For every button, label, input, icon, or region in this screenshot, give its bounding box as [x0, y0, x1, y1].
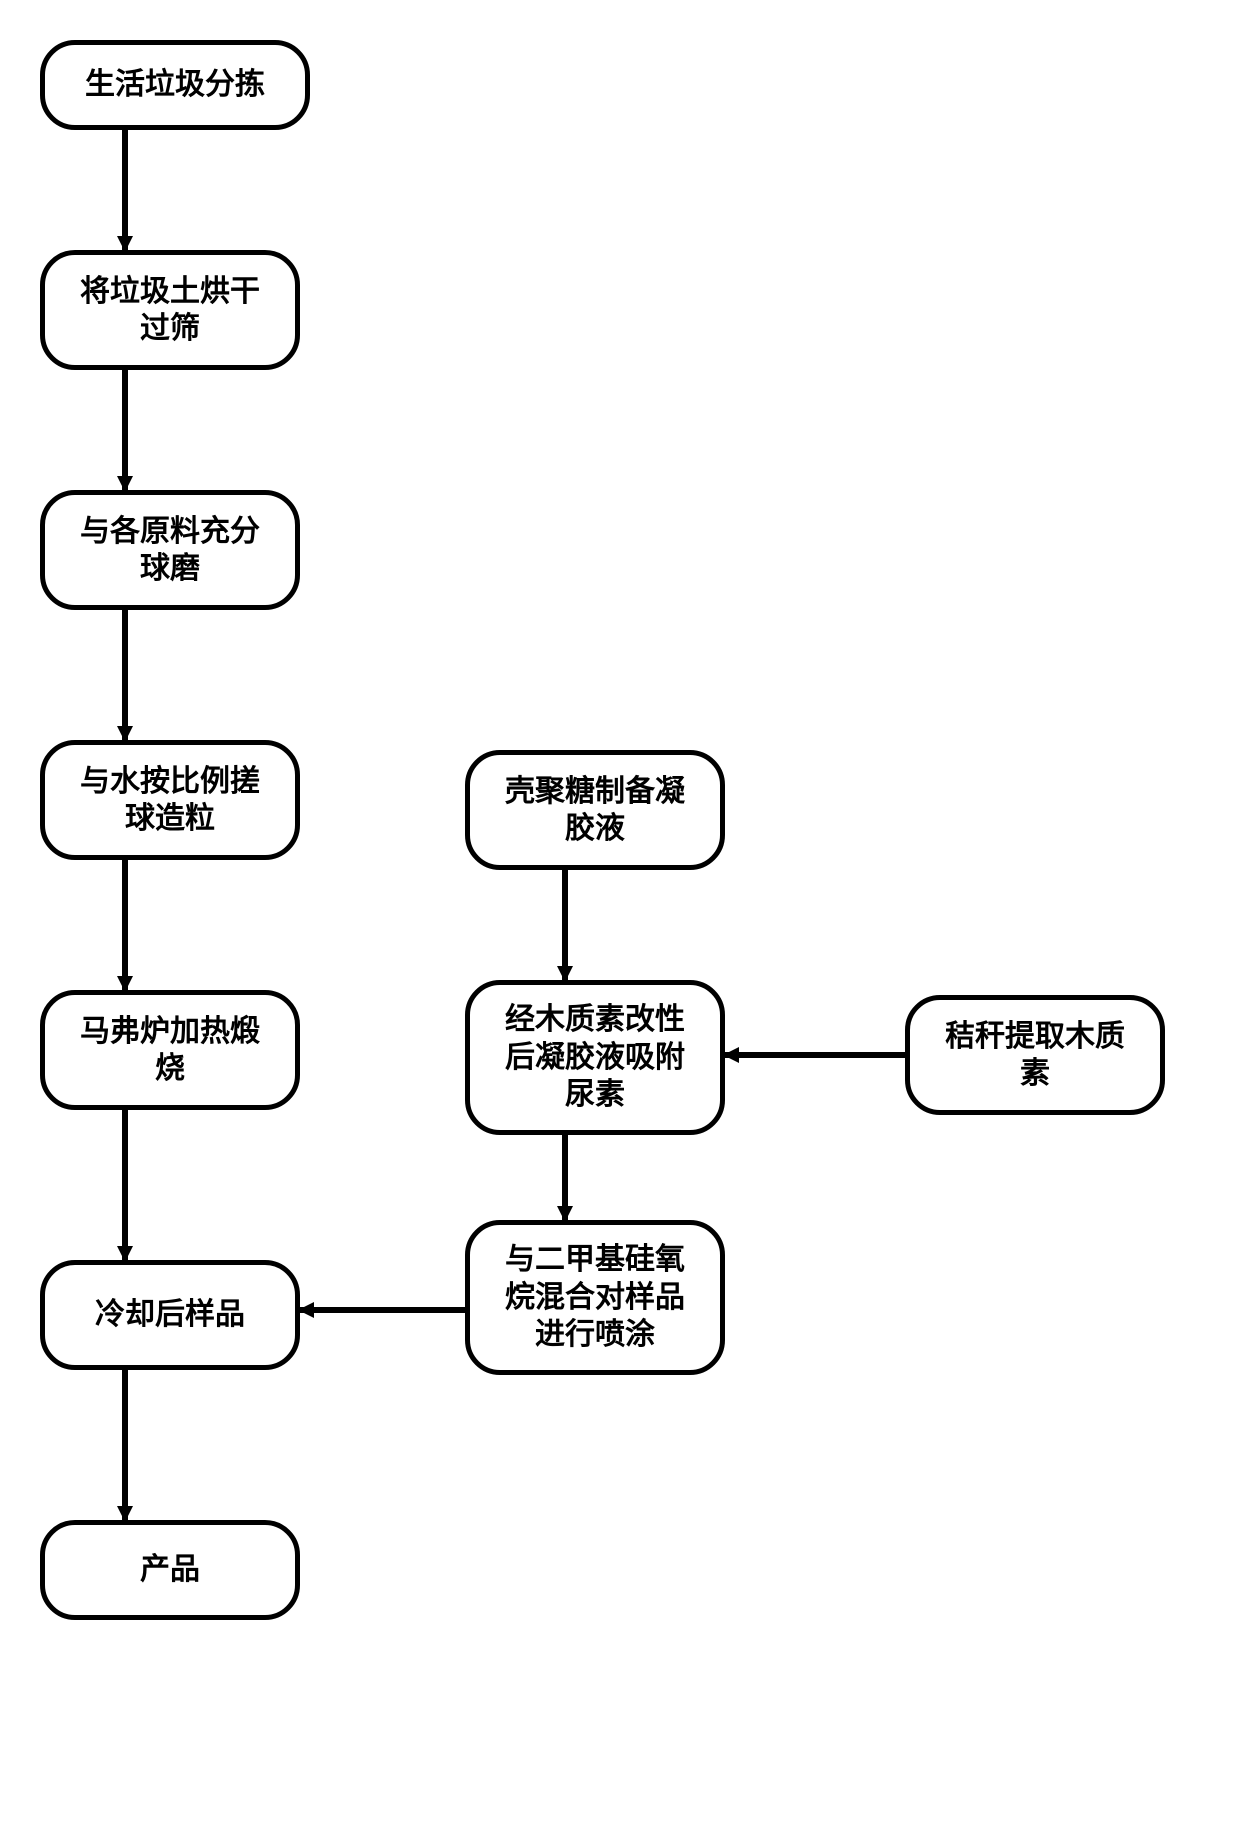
node-n6: 冷却后样品	[40, 1260, 300, 1370]
node-n11: 秸秆提取木质素	[905, 995, 1165, 1115]
node-n10: 与二甲基硅氧烷混合对样品进行喷涂	[465, 1220, 725, 1375]
node-n5: 马弗炉加热煅烧	[40, 990, 300, 1110]
node-n9: 经木质素改性后凝胶液吸附尿素	[465, 980, 725, 1135]
node-n2: 将垃圾土烘干过筛	[40, 250, 300, 370]
node-n8: 壳聚糖制备凝胶液	[465, 750, 725, 870]
node-n3: 与各原料充分球磨	[40, 490, 300, 610]
flowchart-canvas: 生活垃圾分拣将垃圾土烘干过筛与各原料充分球磨与水按比例搓球造粒马弗炉加热煅烧冷却…	[30, 30, 1210, 1810]
node-n7: 产品	[40, 1520, 300, 1620]
node-n1: 生活垃圾分拣	[40, 40, 310, 130]
node-n4: 与水按比例搓球造粒	[40, 740, 300, 860]
